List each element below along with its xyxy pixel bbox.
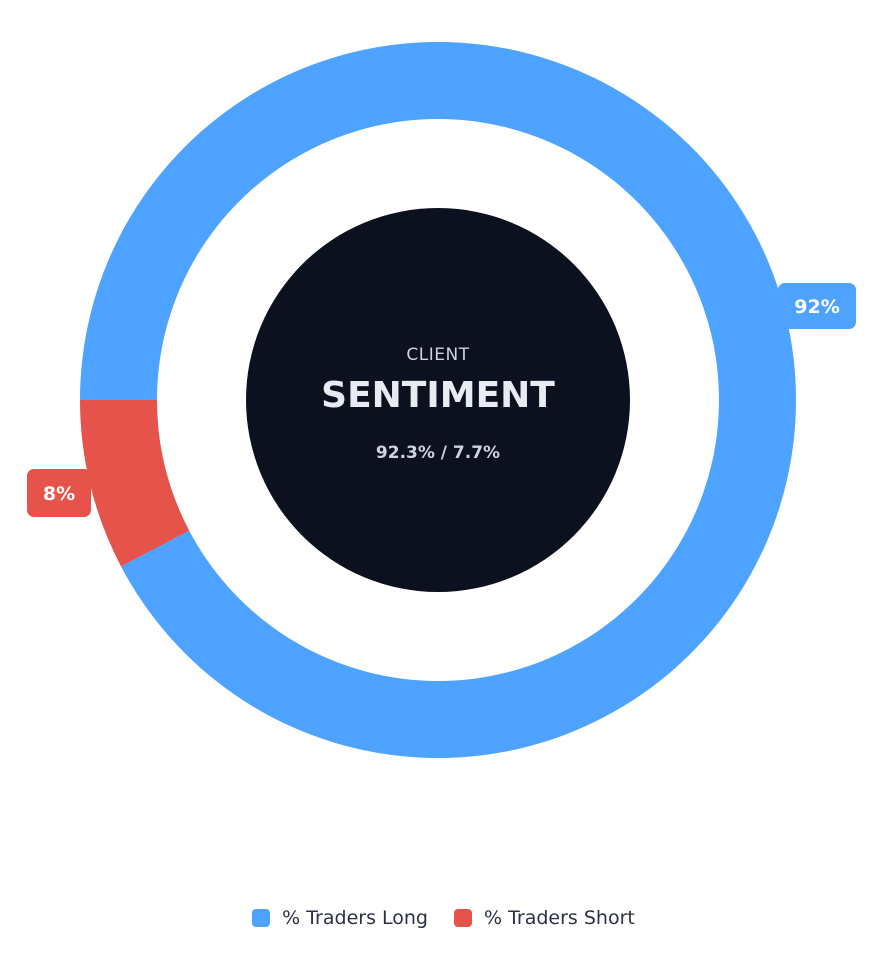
legend-label-long: % Traders Long	[282, 907, 428, 929]
center-label-small: CLIENT	[406, 345, 469, 365]
center-label-values: 92.3% / 7.7%	[376, 443, 500, 463]
donut-slices	[80, 42, 797, 759]
data-label-short: 8%	[43, 483, 75, 505]
legend-swatch-long	[252, 909, 271, 927]
legend-swatch-short	[453, 909, 472, 927]
data-label-badge-long	[778, 283, 856, 329]
donut-slice-short[interactable]	[80, 400, 190, 567]
data-labels: 8% 92%	[27, 283, 856, 517]
data-label-long: 92%	[794, 296, 839, 318]
data-label-badge-short	[27, 469, 91, 517]
legend-item-long[interactable]: % Traders Long	[252, 907, 428, 929]
legend: % Traders Long % Traders Short	[0, 907, 887, 929]
legend-item-short[interactable]: % Traders Short	[453, 907, 635, 929]
center-label-big: SENTIMENT	[321, 375, 555, 416]
center-disc	[246, 208, 630, 592]
legend-label-short: % Traders Short	[483, 907, 635, 929]
